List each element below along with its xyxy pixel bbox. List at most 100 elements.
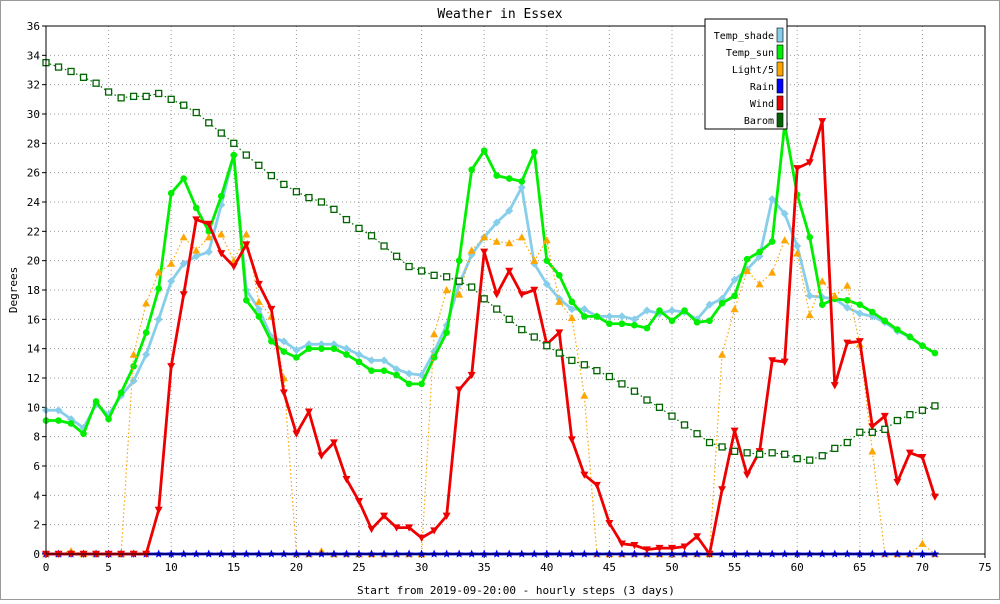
data-point-marker xyxy=(255,161,263,169)
y-tick-label: 2 xyxy=(33,519,40,532)
data-point-marker xyxy=(881,425,889,433)
data-point-marker xyxy=(67,67,75,76)
data-point-marker xyxy=(693,430,701,438)
data-point-marker xyxy=(80,430,87,438)
data-point-marker xyxy=(405,524,414,532)
data-point-marker xyxy=(154,268,163,276)
x-tick-label: 50 xyxy=(665,561,678,574)
y-tick-label: 16 xyxy=(27,313,40,326)
series-line xyxy=(46,122,936,436)
data-point-marker xyxy=(355,358,363,366)
data-point-marker xyxy=(330,205,338,213)
legend-swatch xyxy=(776,78,784,94)
data-point-marker xyxy=(342,215,351,224)
y-tick-label: 34 xyxy=(27,49,41,62)
data-point-marker xyxy=(567,436,576,444)
data-point-marker xyxy=(430,354,438,361)
x-axis-label: Start from 2019-09-20:00 - hourly steps … xyxy=(357,584,675,597)
data-point-marker xyxy=(243,296,250,304)
data-point-marker xyxy=(229,263,238,271)
y-tick-label: 4 xyxy=(33,489,40,502)
data-point-marker xyxy=(668,306,676,315)
data-point-marker xyxy=(79,73,88,81)
data-point-marker xyxy=(442,286,451,294)
data-point-marker xyxy=(155,89,163,98)
data-point-marker xyxy=(155,285,162,292)
data-point-marker xyxy=(467,371,476,380)
data-point-marker xyxy=(718,350,727,358)
data-point-marker xyxy=(380,356,389,365)
data-point-marker xyxy=(906,411,914,419)
data-point-marker xyxy=(681,307,688,314)
data-point-marker xyxy=(67,420,75,427)
data-point-marker xyxy=(543,342,551,350)
data-point-marker xyxy=(367,525,376,534)
series-barom xyxy=(42,59,939,464)
x-tick-label: 5 xyxy=(105,561,112,574)
data-point-marker xyxy=(480,147,488,154)
y-tick-label: 32 xyxy=(27,79,40,92)
data-point-marker xyxy=(393,371,400,379)
data-point-marker xyxy=(855,309,864,318)
y-tick-label: 20 xyxy=(27,255,40,268)
data-point-marker xyxy=(555,349,563,357)
data-point-marker xyxy=(129,92,138,101)
data-point-marker xyxy=(280,348,288,355)
data-point-marker xyxy=(768,449,776,457)
data-point-marker xyxy=(418,380,425,388)
data-point-marker xyxy=(392,524,401,532)
data-point-marker xyxy=(317,452,326,460)
data-point-marker xyxy=(192,108,200,117)
data-point-marker xyxy=(505,315,513,323)
legend-label: Temp_shade xyxy=(714,31,774,42)
data-point-marker xyxy=(818,118,827,126)
data-point-marker xyxy=(217,230,226,238)
x-tick-label: 15 xyxy=(227,561,240,574)
legend-label: Barom xyxy=(744,116,774,127)
legend-box xyxy=(704,18,788,130)
data-point-marker xyxy=(605,520,614,528)
data-point-marker xyxy=(805,291,814,300)
data-point-marker xyxy=(154,506,163,514)
data-point-marker xyxy=(793,455,801,463)
y-tick-label: 10 xyxy=(27,401,40,414)
data-point-marker xyxy=(505,175,513,182)
data-point-marker xyxy=(806,456,814,464)
data-point-marker xyxy=(105,415,112,423)
data-point-marker xyxy=(154,315,163,324)
data-point-marker xyxy=(342,344,351,353)
data-point-marker xyxy=(129,350,138,358)
y-tick-label: 12 xyxy=(27,372,40,385)
data-point-marker xyxy=(492,237,501,245)
legend: Temp_shade Temp_sun Light/5 Rain Wind Barom xyxy=(704,18,788,130)
data-point-marker xyxy=(117,94,125,102)
data-point-marker xyxy=(280,180,288,189)
data-point-marker xyxy=(330,345,338,352)
data-point-marker xyxy=(355,224,363,233)
data-point-marker xyxy=(342,476,351,484)
data-point-marker xyxy=(530,256,539,264)
data-point-marker xyxy=(843,339,852,347)
data-point-marker xyxy=(392,252,401,260)
y-tick-label: 22 xyxy=(27,225,40,238)
data-point-marker xyxy=(605,312,614,321)
data-point-marker xyxy=(743,255,751,263)
data-point-marker xyxy=(592,481,601,490)
data-point-marker xyxy=(931,349,939,357)
data-point-marker xyxy=(242,230,251,238)
data-point-marker xyxy=(793,242,802,250)
data-point-marker xyxy=(305,193,313,202)
data-point-marker xyxy=(492,218,501,227)
data-point-marker xyxy=(505,239,514,247)
data-point-marker xyxy=(831,444,839,453)
data-point-marker xyxy=(130,362,137,370)
data-point-marker xyxy=(593,313,601,320)
data-point-marker xyxy=(568,356,576,365)
data-point-marker xyxy=(580,361,589,369)
data-point-marker xyxy=(443,329,450,336)
data-point-marker xyxy=(392,365,401,374)
data-point-marker xyxy=(204,233,213,241)
data-point-marker xyxy=(167,277,176,286)
data-point-marker xyxy=(430,271,438,279)
